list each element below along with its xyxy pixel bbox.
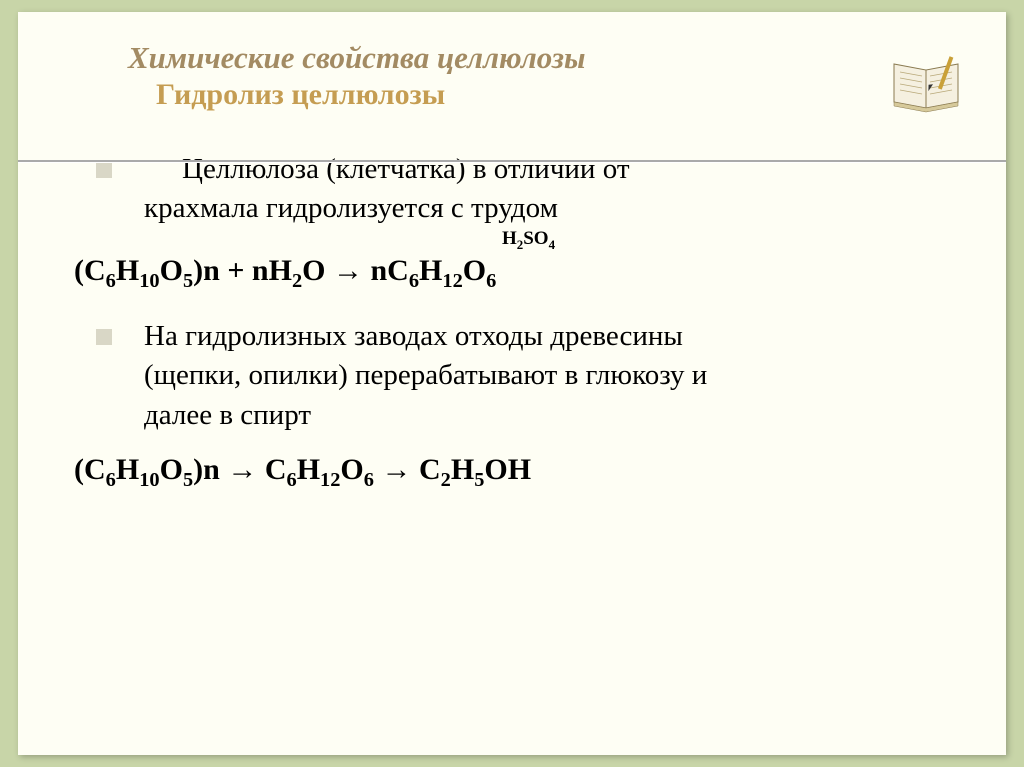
- para2-line2: (щепки, опилки) перерабатывают в глюкозу…: [144, 359, 707, 391]
- slide-title: Химические свойства целлюлозы: [128, 40, 926, 76]
- para1-line2: крахмала гидролизуется с трудом: [144, 192, 558, 224]
- para2-line1: На гидролизных заводах отходы древесины: [144, 320, 683, 352]
- bullet-item-2: На гидролизных заводах отходы древесины …: [96, 317, 948, 434]
- para1-line1: Целлюлоза (клетчатка) в отличии от: [182, 153, 630, 185]
- divider-shadow: [18, 162, 1006, 163]
- paragraph-2: На гидролизных заводах отходы древесины …: [144, 317, 707, 434]
- para2-line3: далее в спирт: [144, 399, 311, 431]
- book-icon: [886, 52, 976, 122]
- content: Целлюлоза (клетчатка) в отличии от крахм…: [18, 122, 1006, 492]
- equation-1: H2SO4 (C6H10O5)n + nH2O → nC6H12O6: [74, 254, 948, 293]
- slide-subtitle: Гидролиз целлюлозы: [156, 78, 926, 112]
- equation-2: (C6H10O5)n → C6H12O6 → C2H5OH: [74, 453, 948, 492]
- header: Химические свойства целлюлозы Гидролиз ц…: [18, 12, 1006, 122]
- bullet-icon: [96, 329, 112, 345]
- slide: Химические свойства целлюлозы Гидролиз ц…: [18, 12, 1006, 755]
- catalyst-label: H2SO4: [502, 228, 555, 253]
- bullet-icon: [96, 162, 112, 178]
